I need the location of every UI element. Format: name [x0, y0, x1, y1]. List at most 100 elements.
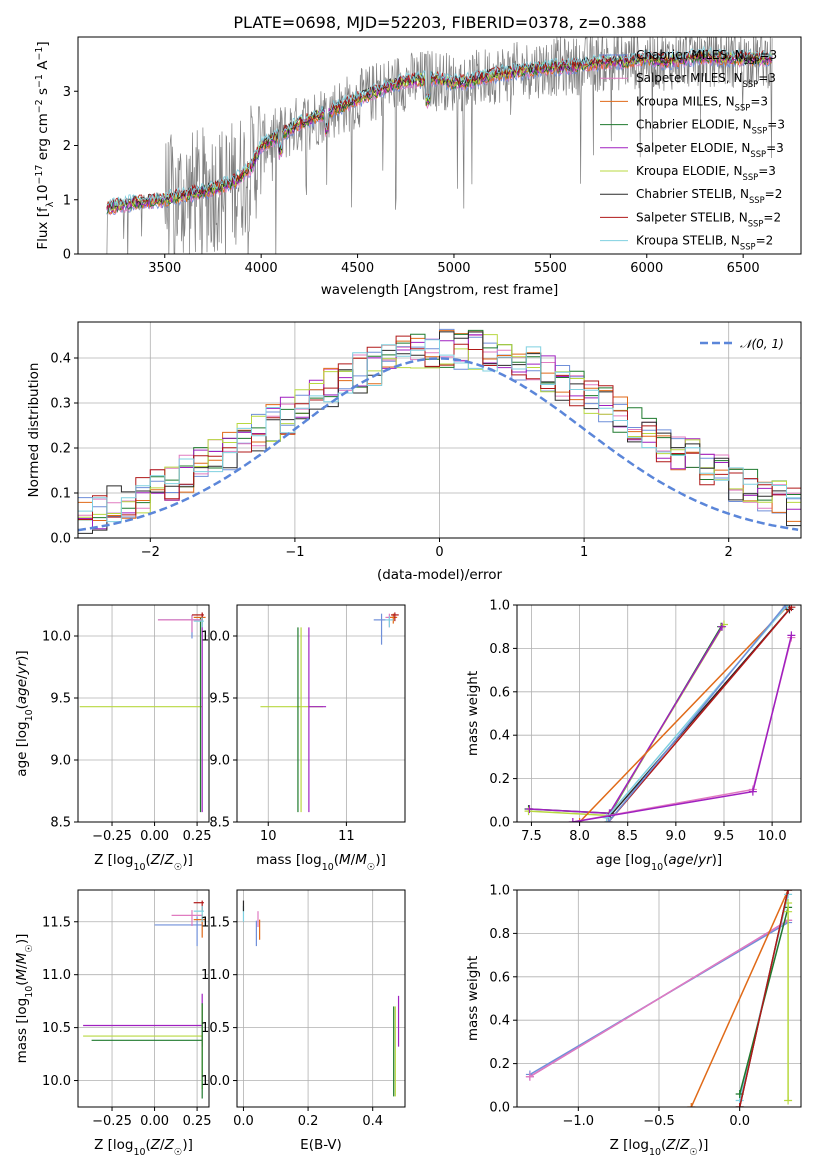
- x-tick-label: −0.5: [643, 1114, 675, 1129]
- plot-area: [525, 890, 793, 1107]
- x-tick-label: 0.0: [729, 1114, 750, 1129]
- x-tick-label: 5500: [534, 261, 567, 276]
- weight-point-marker: [781, 605, 790, 609]
- y-tick-label: 8.5: [209, 816, 230, 831]
- x-tick-label: 0.2: [298, 1114, 319, 1129]
- weight-point-marker: [735, 1103, 744, 1107]
- panel-age-vs-Z: −0.25 0.00 0.25 8.5 9.0 9.5 10.0 Z [log10(Z/Z☉)…: [14, 604, 212, 873]
- panel-age-vs-mass: 10 11 8.5 9.0 9.5 10.0 mass [log10(M/M☉)]: [201, 604, 406, 873]
- x-axis-label: E(B-V): [300, 1137, 342, 1153]
- y-tick-label: 2: [63, 139, 71, 154]
- y-tick-label: 0.6: [489, 970, 510, 985]
- axes-frame: [77, 604, 210, 823]
- x-tick-label: 11: [338, 829, 355, 844]
- axes-frame: [77, 321, 802, 539]
- figure-title: PLATE=0698, MJD=52203, FIBERID=0378, z=0…: [233, 13, 646, 32]
- y-tick-label: 1: [63, 193, 71, 208]
- weight-point-marker: [718, 622, 727, 631]
- plot-area: [83, 900, 206, 1099]
- x-tick-label: −2: [141, 545, 160, 560]
- legend-label: Salpeter MILES, NSSP=3: [636, 71, 776, 89]
- y-tick-label: 0.0: [50, 532, 71, 547]
- y-axis-label: age [log10(age/yr)]: [14, 650, 35, 776]
- panels-group: 3500 4000 4500 5000 5500 6000 6500 0 1 2 3 Chabrier…: [14, 36, 802, 1158]
- weight-series-line: [529, 919, 789, 1078]
- weight-point-marker: [602, 813, 611, 822]
- weight-point-marker: [784, 890, 793, 894]
- panel-residuals: −2 −1 0 1 2 0.0 0.1 0.2 0.3 0.4 𝒩(0, 1) (data-model…: [26, 321, 802, 583]
- y-axis-label: mass [log10(M/M☉)]: [14, 934, 35, 1064]
- x-axis-label: Z [log10(Z/Z☉)]: [610, 1137, 709, 1158]
- weight-point-marker: [784, 1096, 793, 1105]
- y-tick-label: 0.4: [50, 352, 71, 367]
- weight-point-marker: [575, 818, 584, 822]
- weight-point-marker: [787, 631, 796, 640]
- legend-label: Salpeter ELODIE, NSSP=3: [636, 141, 784, 159]
- y-tick-label: 11.5: [201, 915, 230, 930]
- x-tick-label: 0.00: [140, 829, 169, 844]
- x-tick-label: −0.25: [92, 829, 132, 844]
- x-tick-label: 0.0: [233, 1114, 254, 1129]
- panel-mass-vs-Z: −0.25 0.00 0.25 10.0 10.5 11.0 11.5 Z [log10(Z/…: [14, 889, 212, 1158]
- y-tick-label: 11.5: [42, 915, 71, 930]
- weight-point-marker: [604, 818, 613, 822]
- x-tick-label: 0: [435, 545, 443, 560]
- weight-series-line: [579, 606, 788, 822]
- y-tick-label: 1.0: [489, 884, 510, 899]
- x-tick-label: 8.5: [617, 829, 638, 844]
- y-tick-label: 0.0: [489, 1101, 510, 1116]
- plot-area: [260, 612, 399, 813]
- y-tick-label: 0.2: [489, 772, 510, 787]
- x-tick-label: 5000: [437, 261, 470, 276]
- y-tick-label: 0.3: [50, 397, 71, 412]
- y-tick-label: 0.1: [50, 487, 71, 502]
- x-tick-label: 8.0: [569, 829, 590, 844]
- x-axis-label: mass [log10(M/M☉)]: [256, 852, 386, 873]
- plot-area: [242, 900, 400, 1097]
- legend-label: 𝒩(0, 1): [740, 337, 784, 351]
- weight-point-marker: [568, 818, 577, 822]
- weight-series-line: [607, 605, 787, 822]
- x-axis-label: (data-model)/error: [377, 567, 503, 583]
- panel-weight-vs-age: 7.5 8.0 8.5 9.0 9.5 10.0 0.0 0.2 0.4 0.6 0.8 1.0 age…: [465, 599, 802, 873]
- y-tick-label: 9.5: [50, 692, 71, 707]
- legend-label: Kroupa STELIB, NSSP=2: [636, 234, 773, 252]
- plot-area: [106, 37, 773, 254]
- y-tick-label: 9.5: [209, 692, 230, 707]
- y-tick-label: 10.0: [42, 1074, 71, 1089]
- histogram-line: [78, 335, 801, 520]
- x-tick-label: 6000: [630, 261, 663, 276]
- plot-area: [78, 328, 801, 534]
- y-tick-label: 0: [63, 248, 71, 263]
- x-tick-label: 10: [260, 829, 277, 844]
- y-tick-label: 10.5: [42, 1021, 71, 1036]
- weight-series-line: [690, 890, 789, 1107]
- x-axis-label: Z [log10(Z/Z☉)]: [94, 852, 193, 873]
- x-tick-label: 6500: [727, 261, 760, 276]
- axes-frame: [77, 889, 210, 1108]
- x-tick-label: 2: [725, 545, 733, 560]
- normal-curve-line: [78, 357, 799, 532]
- y-tick-label: 11.0: [42, 968, 71, 983]
- y-tick-label: 0.6: [489, 685, 510, 700]
- weight-point-marker: [525, 1072, 534, 1081]
- weight-point-marker: [748, 787, 757, 796]
- model-spectrum-line: [106, 49, 773, 209]
- y-tick-label: 8.5: [50, 816, 71, 831]
- y-tick-label: 0.2: [50, 442, 71, 457]
- y-tick-label: 0.8: [489, 927, 510, 942]
- y-axis-label: mass weight: [465, 956, 481, 1041]
- weight-series-line: [738, 890, 789, 1107]
- x-tick-label: −0.25: [92, 1114, 132, 1129]
- x-tick-label: −1: [285, 545, 304, 560]
- x-tick-label: 4500: [341, 261, 374, 276]
- axes-frame: [236, 604, 406, 823]
- x-tick-label: 0.00: [140, 1114, 169, 1129]
- y-tick-label: 1.0: [489, 599, 510, 614]
- x-tick-label: 3500: [148, 261, 181, 276]
- plot-area: [524, 605, 796, 822]
- y-tick-label: 10.0: [201, 1074, 230, 1089]
- weight-point-marker: [784, 907, 793, 916]
- x-tick-label: 0.25: [183, 829, 212, 844]
